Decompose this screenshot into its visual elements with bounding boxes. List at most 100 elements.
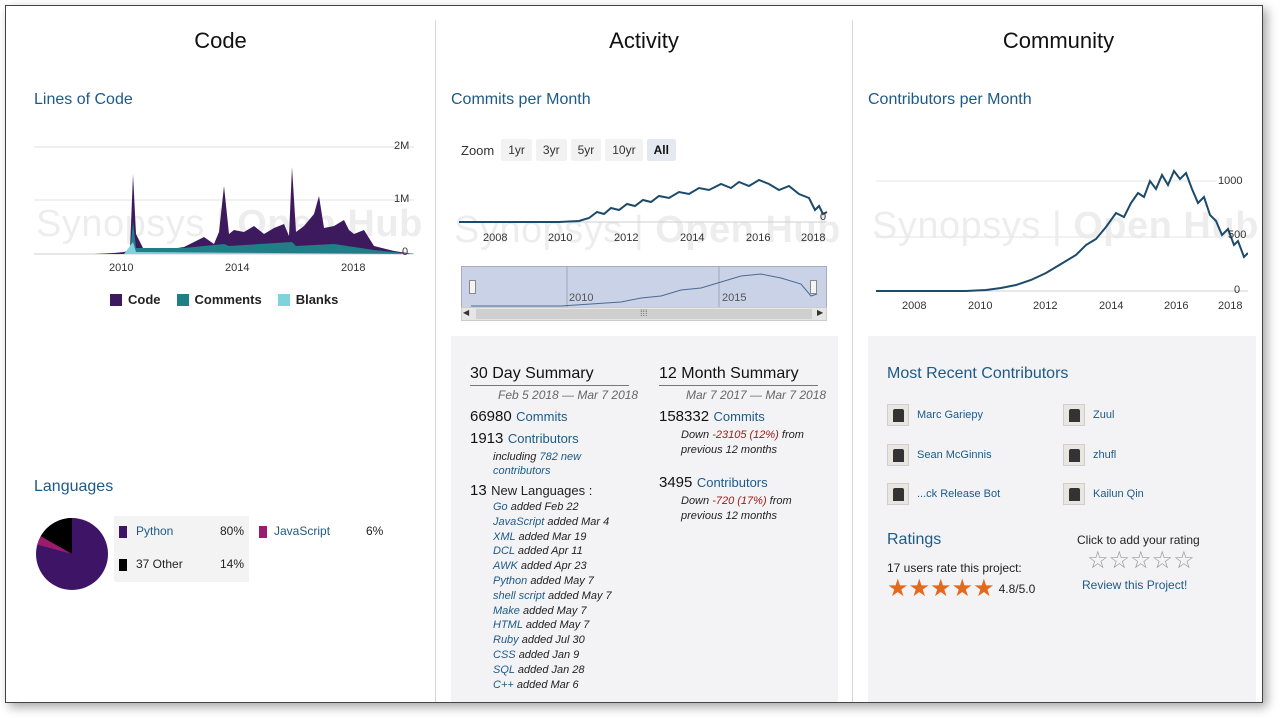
star-empty-icon[interactable]: ☆ [1108,547,1131,574]
range-navigator[interactable] [461,266,827,310]
loc-ytick: 0 [402,246,409,258]
avatar [1063,483,1085,505]
activity-summary-panel [451,336,838,702]
rating-value: 4.8/5.0 [998,582,1036,596]
scrollbar-thumb[interactable] [476,309,812,319]
commits-ytick: 0 [820,211,827,223]
click-to-rate-label: Click to add your rating [1077,533,1200,547]
loc-xtick: 2018 [341,262,366,274]
contributor-item[interactable]: Marc Gariepy [887,404,983,426]
star-empty-icon[interactable]: ☆ [1173,547,1195,574]
contributors-ytick: 1000 [1218,175,1243,187]
languages-title[interactable]: Languages [34,478,114,495]
zoom-10yr-button[interactable]: 10yr [605,139,643,161]
new-language-item: shell script added May 7 [493,589,612,602]
code-column-title: Code [194,28,247,53]
contributors-xtick: 2012 [1033,300,1058,312]
new-language-item: DCL added Apr 11 [493,545,583,558]
navigator-tick: 2015 [722,292,747,304]
summary-30-languages: 13 New Languages : [470,482,593,499]
zoom-1yr-button[interactable]: 1yr [501,139,532,161]
contributors-xtick: 2018 [1218,300,1243,312]
review-project-link[interactable]: Review this Project! [1082,578,1188,592]
summary-12-contributors: 3495 Contributors [659,474,768,491]
summary-30-day-title: 30 Day Summary [470,365,629,386]
legend-item-blanks[interactable]: Blanks [277,292,338,307]
contributors-xtick: 2014 [1099,300,1124,312]
blanks-swatch [277,293,290,306]
zoom-5yr-button[interactable]: 5yr [570,139,602,161]
rating-stars: ★ ★ ★ ★ ★ 4.8/5.0 [887,577,1035,601]
language-python-link[interactable]: Python [136,524,174,538]
commits-xtick: 2014 [680,232,705,244]
activity-column-title: Activity [609,28,679,53]
zoom-all-button[interactable]: All [646,139,676,161]
rate-stars-input[interactable]: ☆ ☆ ☆ ☆ ☆ [1087,549,1195,573]
summary-30-commits: 66980 Commits [470,408,568,425]
navigator-left-handle[interactable] [469,280,476,294]
star-filled-icon: ★ [887,575,909,602]
loc-ytick: 2M [394,140,410,152]
new-language-item: JavaScript added Mar 4 [493,515,610,528]
watermark: Synopsys | Open Hub [872,205,1259,247]
contributor-item[interactable]: zhufl [1063,444,1116,466]
new-language-item: AWK added Apr 23 [493,560,587,573]
contributor-item[interactable]: ...ck Release Bot [887,483,1000,505]
languages-table [114,516,249,582]
languages-pie-chart [36,518,108,590]
contributor-item[interactable]: Kailun Qin [1063,483,1144,505]
language-javascript-link[interactable]: JavaScript [274,524,331,538]
loc-ytick: 1M [394,193,410,205]
navigator-right-handle[interactable] [810,280,817,294]
scroll-left-arrow-icon[interactable]: ◀ [463,308,470,317]
python-swatch [119,526,127,538]
contributors-series-line [876,169,1248,292]
community-column-title: Community [1002,28,1115,53]
avatar [1063,444,1085,466]
commits-per-month-title[interactable]: Commits per Month [451,91,591,108]
language-python-pct: 80% [220,524,245,538]
lines-of-code-title[interactable]: Lines of Code [34,91,133,108]
blanks-series-area [34,242,414,254]
contributors-xtick: 2010 [968,300,993,312]
commits-xtick: 2008 [483,232,508,244]
loc-legend: Code Comments Blanks [110,292,338,307]
code-series-area [34,167,414,254]
star-empty-icon[interactable]: ☆ [1087,547,1109,574]
column-divider [852,20,853,702]
commits-xtick: 2010 [548,232,573,244]
navigator-tick: 2010 [569,292,594,304]
contributors-xtick: 2008 [902,300,927,312]
star-filled-icon: ★ [908,575,931,602]
avatar [1063,404,1085,426]
dashboard-frame: Code Lines of Code Synopsys | Open Hub 2… [5,5,1263,703]
star-filled-icon: ★ [930,575,952,602]
language-other-pct: 14% [220,557,245,571]
contributors-per-month-title[interactable]: Contributors per Month [868,91,1032,108]
star-empty-icon[interactable]: ☆ [1130,547,1152,574]
star-empty-icon[interactable]: ☆ [1151,547,1174,574]
zoom-bar: Zoom 1yr 3yr 5yr 10yr All [461,139,676,161]
commits-chart [459,178,828,223]
loc-xtick: 2010 [109,262,134,274]
contributor-item[interactable]: Sean McGinnis [887,444,992,466]
zoom-3yr-button[interactable]: 3yr [535,139,567,161]
contributor-item[interactable]: Zuul [1063,404,1114,426]
ratings-title: Ratings [887,531,942,548]
contributors-ytick: 500 [1228,229,1247,241]
summary-30-contributors: 1913 Contributors [470,430,579,447]
summary-12-contributors-change: Down -720 (17%) from previous 12 months [681,495,792,522]
comments-swatch [176,293,189,306]
summary-12-month-title: 12 Month Summary [659,365,818,386]
ratings-user-count: 17 users rate this project: [887,561,1022,575]
legend-item-code[interactable]: Code [110,292,161,307]
star-filled-icon: ★ [951,575,974,602]
language-javascript-pct: 6% [366,524,384,538]
new-language-item: HTML added May 7 [493,619,590,632]
scroll-right-arrow-icon[interactable]: ▶ [817,308,824,317]
legend-item-comments[interactable]: Comments [176,292,262,307]
lines-of-code-chart [34,146,414,255]
summary-12-commits: 158332 Commits [659,408,765,425]
new-language-item: CSS added Jan 9 [493,648,580,661]
commits-xtick: 2018 [801,232,826,244]
